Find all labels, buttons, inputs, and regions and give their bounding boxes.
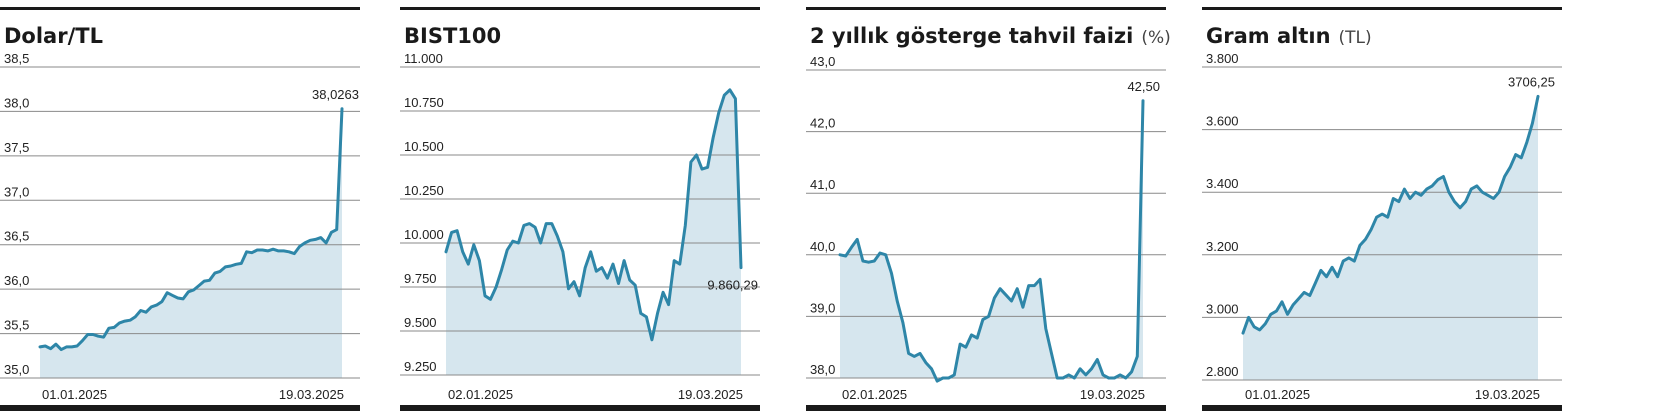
series-line: [444, 88, 743, 342]
end-value-label: 9.860,29: [707, 278, 758, 293]
x-label-end: 19.03.2025: [1475, 387, 1540, 402]
y-tick-label: 38,0: [4, 95, 29, 110]
y-tick-label: 10.250: [404, 183, 444, 198]
chart-title: Gram altın (TL): [1206, 24, 1372, 48]
end-value-label: 42,50: [1127, 79, 1160, 94]
y-tick-label: 11.000: [404, 51, 443, 66]
series-area: [840, 100, 1143, 382]
y-tick-label: 41,0: [810, 177, 835, 192]
x-label-end: 19.03.2025: [678, 387, 743, 402]
bottom-rule: [806, 405, 1166, 411]
series-area: [1243, 96, 1538, 381]
y-tick-label: 10.000: [404, 227, 444, 242]
chart-title: BIST100: [404, 24, 501, 48]
top-rule: [1202, 7, 1562, 10]
x-label-start: 01.01.2025: [1245, 387, 1310, 402]
top-rule: [0, 7, 360, 10]
end-value-label: 3706,25: [1508, 74, 1555, 89]
y-tick-label: 9.750: [404, 271, 437, 286]
y-tick-label: 35,0: [4, 362, 29, 377]
y-tick-label: 36,0: [4, 273, 29, 288]
chart-unit: (TL): [1339, 28, 1372, 48]
y-tick-label: 40,0: [810, 239, 835, 254]
y-tick-label: 38,0: [810, 362, 835, 377]
y-tick-label: 9.250: [404, 359, 437, 374]
chart-unit: (%): [1141, 28, 1170, 48]
top-rule: [400, 7, 760, 10]
series-line: [38, 107, 344, 352]
y-tick-label: 38,5: [4, 51, 29, 66]
y-tick-label: 9.500: [404, 315, 437, 330]
y-tick-label: 35,5: [4, 318, 29, 333]
y-tick-label: 3.200: [1206, 239, 1239, 254]
y-tick-label: 3.400: [1206, 176, 1239, 191]
y-tick-label: 10.750: [404, 95, 444, 110]
x-label-start: 02.01.2025: [842, 387, 907, 402]
y-tick-label: 39,0: [810, 300, 835, 315]
y-tick-label: 3.600: [1206, 114, 1239, 129]
chart-title: 2 yıllık gösterge tahvil faizi (%): [810, 24, 1171, 48]
bottom-rule: [400, 405, 760, 411]
series-area: [446, 89, 741, 376]
x-label-end: 19.03.2025: [279, 387, 344, 402]
series-line: [1241, 94, 1540, 335]
y-tick-label: 37,5: [4, 140, 29, 155]
y-tick-label: 3.000: [1206, 301, 1239, 316]
y-tick-label: 43,0: [810, 54, 835, 69]
y-tick-label: 37,0: [4, 184, 29, 199]
bottom-rule: [1202, 405, 1562, 411]
x-label-start: 01.01.2025: [42, 387, 107, 402]
y-tick-label: 42,0: [810, 116, 835, 131]
x-label-start: 02.01.2025: [448, 387, 513, 402]
top-rule: [806, 7, 1166, 10]
y-tick-label: 3.800: [1206, 51, 1239, 66]
chart-title: Dolar/TL: [4, 24, 103, 48]
chart-panel-1: Dolar/TL 38,5 38,0 37,5 37,0 36,5 36,0 35,5 35,0…: [0, 7, 360, 411]
series-area: [40, 108, 342, 379]
y-tick-label: 36,5: [4, 229, 29, 244]
chart-panel-2: BIST100 11.000 10.750 10.500 10.250 10.000 9.7…: [400, 7, 760, 411]
bottom-rule: [0, 405, 360, 411]
chart-panel-3: 2 yıllık gösterge tahvil faizi (%) 43,0 42,…: [806, 7, 1171, 411]
end-value-label: 38,0263: [312, 87, 359, 102]
y-tick-label: 10.500: [404, 139, 444, 154]
chart-panel-4: Gram altın (TL) 3.800 3.600 3.400 3.200 3.000 2…: [1202, 7, 1562, 411]
x-label-end: 19.03.2025: [1080, 387, 1145, 402]
y-tick-label: 2.800: [1206, 364, 1239, 379]
series-line: [838, 99, 1145, 383]
